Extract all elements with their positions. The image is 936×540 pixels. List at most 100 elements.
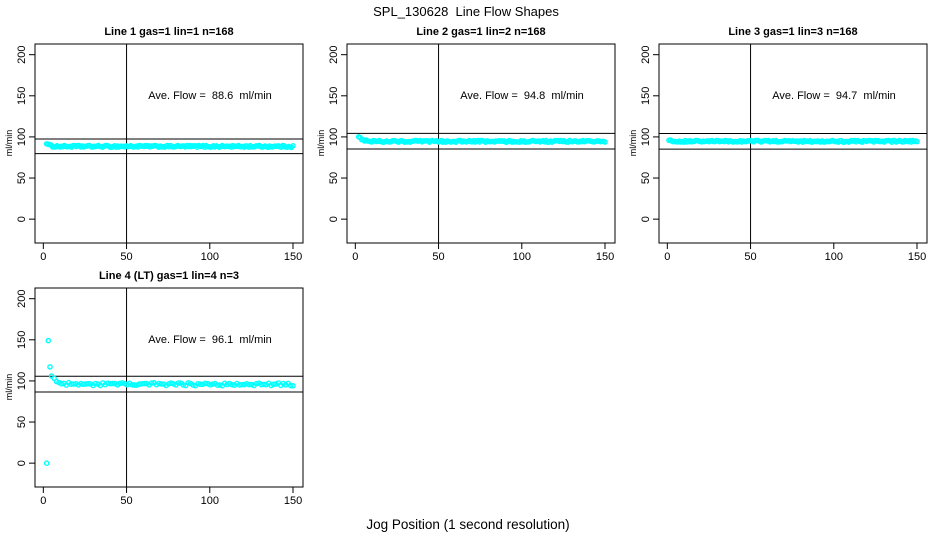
data-point bbox=[104, 380, 111, 387]
data-point bbox=[197, 381, 204, 388]
y-tick-label: 50 bbox=[640, 172, 652, 184]
y-tick-label: 150 bbox=[16, 87, 28, 105]
data-point bbox=[80, 381, 87, 388]
panel-3-title: Line 3 gas=1 lin=3 n=168 bbox=[728, 26, 858, 38]
panel-1-title: Line 1 gas=1 lin=1 n=168 bbox=[104, 26, 234, 38]
data-point bbox=[290, 382, 296, 389]
data-point bbox=[914, 138, 920, 145]
data-point bbox=[195, 380, 201, 387]
y-tick-label: 0 bbox=[16, 460, 28, 466]
data-point bbox=[207, 381, 213, 388]
y-tick-label: 100 bbox=[640, 128, 652, 146]
data-point bbox=[260, 381, 267, 388]
data-point bbox=[246, 381, 252, 388]
panel-4-y-axis-label: ml/min bbox=[4, 373, 14, 401]
outlier-data-point bbox=[47, 364, 53, 370]
data-point bbox=[190, 382, 196, 388]
data-points bbox=[43, 337, 296, 467]
y-tick-label: 200 bbox=[16, 46, 28, 64]
data-point bbox=[136, 381, 143, 387]
x-tick-label: 50 bbox=[744, 251, 756, 263]
plot-box bbox=[346, 43, 616, 244]
panel-2-y-axis-label: ml/min bbox=[316, 129, 326, 157]
data-point bbox=[236, 382, 243, 388]
plot-box bbox=[34, 287, 304, 488]
data-point bbox=[175, 380, 182, 386]
y-tick-label: 50 bbox=[16, 416, 28, 428]
data-point bbox=[290, 142, 296, 149]
data-point bbox=[209, 381, 216, 388]
y-tick-label: 0 bbox=[16, 216, 28, 222]
data-point bbox=[180, 382, 187, 388]
y-tick-label: 0 bbox=[328, 216, 340, 222]
data-point bbox=[185, 380, 191, 386]
y-tick-label: 50 bbox=[328, 172, 340, 184]
plot-box bbox=[34, 43, 304, 244]
x-tick-label: 0 bbox=[40, 251, 46, 263]
y-tick-label: 150 bbox=[16, 331, 28, 349]
data-point bbox=[141, 380, 148, 387]
data-point bbox=[156, 380, 162, 387]
panel-3-y-axis-label: ml/min bbox=[628, 129, 638, 157]
data-point bbox=[92, 380, 99, 387]
panel-2-title: Line 2 gas=1 lin=2 n=168 bbox=[416, 26, 546, 38]
x-tick-label: 50 bbox=[120, 495, 132, 507]
data-point bbox=[129, 381, 135, 388]
x-tick-label: 150 bbox=[284, 251, 302, 263]
data-point bbox=[229, 381, 235, 388]
x-tick-label: 0 bbox=[664, 251, 670, 263]
data-point bbox=[117, 380, 123, 387]
data-points bbox=[43, 141, 296, 151]
y-tick-label: 100 bbox=[16, 128, 28, 146]
y-tick-label: 50 bbox=[16, 172, 28, 184]
x-tick-label: 100 bbox=[825, 251, 843, 263]
x-tick-label: 150 bbox=[908, 251, 926, 263]
data-points bbox=[666, 137, 920, 145]
panel-4-avg-flow-annotation: Ave. Flow = 96.1 ml/min bbox=[148, 334, 272, 346]
data-point bbox=[85, 380, 91, 387]
x-tick-label: 0 bbox=[352, 251, 358, 263]
outlier-data-point bbox=[45, 337, 52, 344]
x-tick-label: 100 bbox=[201, 251, 219, 263]
data-point bbox=[70, 381, 77, 387]
outlier-data-point bbox=[43, 460, 50, 467]
data-point bbox=[202, 380, 208, 387]
x-tick-label: 50 bbox=[432, 251, 444, 263]
x-tick-label: 150 bbox=[284, 495, 302, 507]
x-tick-label: 50 bbox=[120, 251, 132, 263]
data-points bbox=[355, 133, 608, 146]
x-tick-label: 0 bbox=[40, 495, 46, 507]
data-point bbox=[258, 381, 265, 388]
y-tick-label: 200 bbox=[328, 46, 340, 64]
y-tick-label: 200 bbox=[640, 46, 652, 64]
data-point bbox=[131, 382, 138, 388]
x-axis-label: Jog Position (1 second resolution) bbox=[366, 517, 570, 532]
data-point bbox=[158, 381, 165, 387]
panel-3-plot: 0 50 100 150 0 50 100 150 200 bbox=[640, 43, 928, 263]
data-point bbox=[58, 380, 65, 387]
panel-1-avg-flow-annotation: Ave. Flow = 88.6 ml/min bbox=[148, 90, 272, 102]
data-point bbox=[270, 381, 277, 388]
data-point bbox=[148, 380, 155, 386]
data-point bbox=[217, 382, 223, 388]
x-tick-label: 100 bbox=[201, 495, 219, 507]
panel-1-y-axis-label: ml/min bbox=[4, 129, 14, 157]
data-point bbox=[109, 380, 116, 387]
y-tick-label: 0 bbox=[640, 216, 652, 222]
data-point bbox=[238, 381, 245, 388]
y-tick-label: 100 bbox=[328, 128, 340, 146]
data-point bbox=[602, 139, 608, 145]
data-point bbox=[287, 382, 294, 389]
panel-4-title: Line 4 (LT) gas=1 lin=4 n=3 bbox=[98, 270, 240, 282]
y-tick-label: 150 bbox=[640, 87, 652, 105]
panel-1-plot: 0 50 100 150 0 50 100 150 200 bbox=[16, 43, 304, 263]
panel-2-avg-flow-annotation: Ave. Flow = 94.8 ml/min bbox=[460, 90, 584, 102]
data-point bbox=[253, 380, 260, 387]
data-point bbox=[119, 380, 126, 386]
panel-2-plot: 0 50 100 150 0 50 100 150 200 bbox=[328, 43, 616, 263]
x-tick-label: 100 bbox=[513, 251, 531, 263]
y-tick-label: 200 bbox=[16, 290, 28, 308]
data-point bbox=[214, 382, 221, 389]
